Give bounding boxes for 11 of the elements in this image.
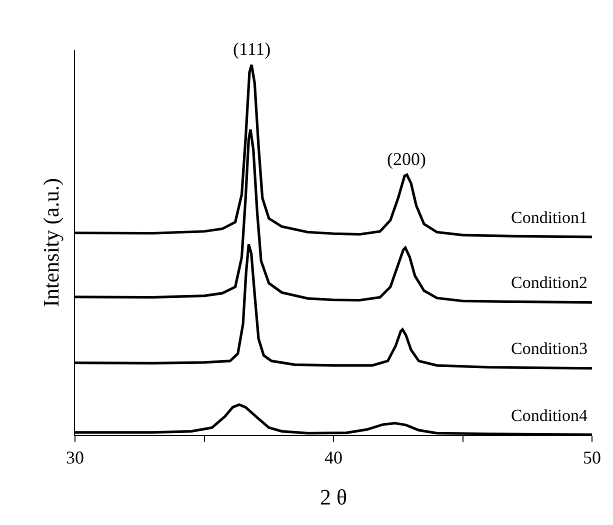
annotation: (111) bbox=[233, 39, 271, 59]
series-label: Condition4 bbox=[511, 406, 588, 425]
x-tick-label: 40 bbox=[324, 448, 342, 468]
series-label: Condition1 bbox=[511, 208, 588, 227]
x-tick-label: 30 bbox=[66, 448, 84, 468]
x-tick-label: 50 bbox=[583, 448, 601, 468]
annotation: (200) bbox=[387, 149, 426, 169]
y-axis-title: Intensity (a.u.) bbox=[38, 178, 64, 307]
x-axis-title: 2 θ bbox=[320, 484, 348, 510]
series-label: Condition2 bbox=[511, 273, 588, 292]
series-label: Condition3 bbox=[511, 339, 588, 358]
